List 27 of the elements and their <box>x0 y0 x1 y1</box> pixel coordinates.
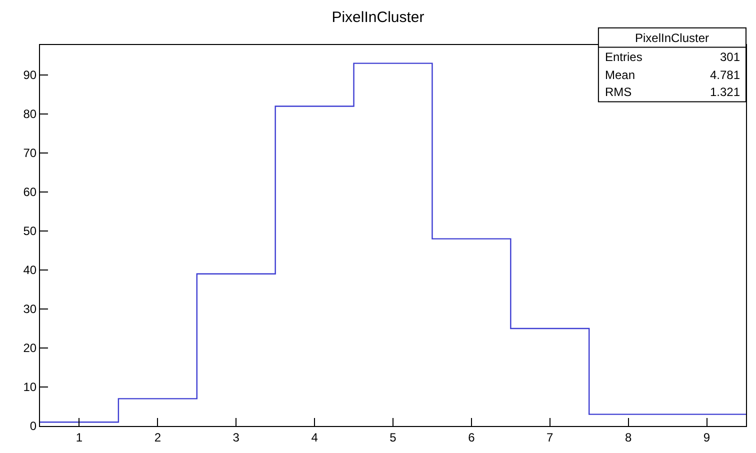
y-tick-label: 40 <box>23 263 37 278</box>
annotation: PixelInCluster <box>635 31 710 45</box>
x-tick-label: 9 <box>703 430 710 444</box>
chart-title: PixelInCluster <box>332 8 424 26</box>
y-tick-label: 20 <box>23 341 37 356</box>
x-tick-label: 4 <box>311 430 318 444</box>
y-tick-label: 10 <box>23 380 37 394</box>
y-tick-label: 70 <box>23 146 37 160</box>
y-tick-label: 0 <box>30 419 37 434</box>
x-tick-label: 3 <box>232 430 240 444</box>
x-tick-label: 1 <box>76 430 83 444</box>
x-tick-label: 2 <box>154 430 162 444</box>
x-tick-label: 8 <box>624 430 632 444</box>
x-tick-label: 6 <box>468 430 476 444</box>
annotation: RMS <box>605 85 632 99</box>
y-tick-label: 60 <box>23 185 37 200</box>
annotation: 301 <box>720 50 740 64</box>
y-tick-label: 30 <box>23 302 37 316</box>
y-tick-label: 50 <box>23 224 37 238</box>
y-tick-label: 80 <box>23 107 37 122</box>
annotation: 1.321 <box>710 85 740 99</box>
y-tick-label: 90 <box>23 68 37 82</box>
annotation: Mean <box>605 68 636 82</box>
x-tick-label: 7 <box>546 430 554 444</box>
x-tick-label: 5 <box>390 430 397 444</box>
annotation: Entries <box>605 50 642 64</box>
annotation: 4.781 <box>710 68 740 82</box>
